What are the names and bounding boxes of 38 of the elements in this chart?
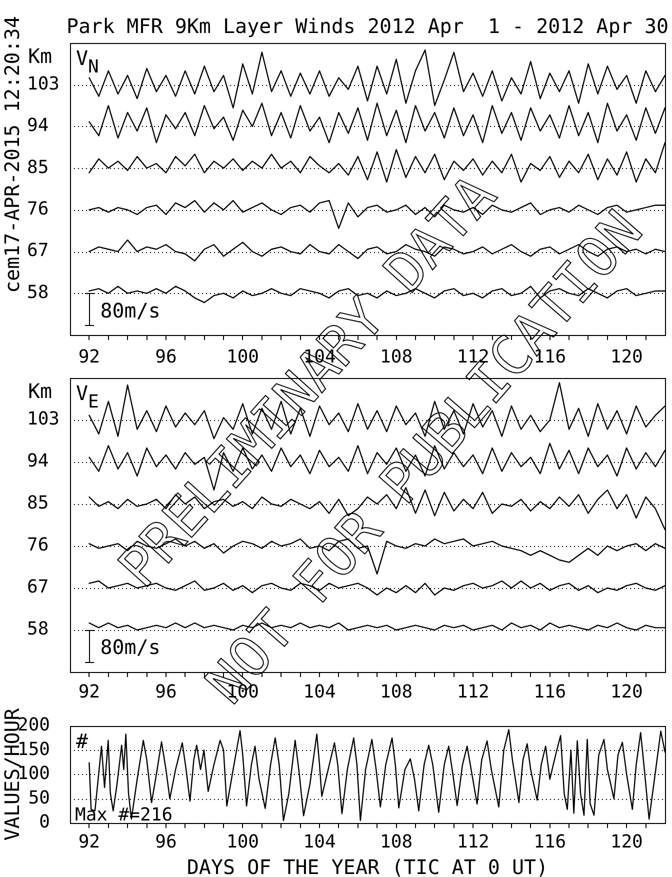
x-tick-label: 96 — [155, 831, 177, 852]
y-tick-label: 67 — [27, 576, 49, 598]
y-tick-label: 76 — [27, 534, 49, 556]
x-tick-label: 120 — [610, 831, 643, 852]
y-tick-label: 67 — [27, 240, 49, 262]
y-tick-label: 94 — [27, 115, 49, 136]
x-tick-label: 112 — [456, 681, 490, 702]
x-tick-label: 96 — [155, 681, 177, 702]
y-tick-label: 58 — [27, 618, 49, 640]
y-tick-label: 58 — [27, 282, 49, 303]
y-tick-label: 94 — [27, 450, 49, 472]
x-tick-label: 108 — [380, 681, 413, 702]
x-tick-label: 116 — [534, 681, 566, 702]
x-axis-title: DAYS OF THE YEAR (TIC AT 0 UT) — [186, 855, 548, 877]
text: cem17-APR-2015 12:20:34 — [0, 16, 24, 293]
annotation: # — [76, 729, 88, 754]
annotation: 80m/s — [100, 635, 160, 660]
x-tick-label: 100 — [226, 831, 259, 852]
x-tick-label: 92 — [78, 831, 100, 852]
y-tick-label: 0 — [39, 812, 50, 833]
x-tick-label: 92 — [78, 681, 100, 702]
x-tick-label: 120 — [610, 681, 643, 702]
x-tick-label: 112 — [456, 831, 490, 852]
y-axis-title: Km — [28, 44, 52, 68]
x-tick-label: 108 — [380, 831, 413, 852]
y-tick-label: 50 — [28, 787, 50, 808]
y-tick-label: 103 — [27, 73, 60, 94]
x-tick-label: 92 — [78, 346, 100, 368]
y-axis-title: Km — [28, 379, 52, 404]
y-tick-label: 85 — [27, 156, 49, 178]
x-tick-label: 104 — [303, 681, 336, 702]
x-tick-label: 116 — [534, 831, 566, 852]
annotation: Max #=216 — [75, 804, 173, 826]
y-tick-label: 76 — [27, 198, 49, 220]
y-tick-label: 103 — [27, 408, 60, 430]
x-tick-label: 104 — [303, 831, 336, 852]
chart-title: Park MFR 9Km Layer Winds 2012 Apr 1 - 2012 Apr 30 — [66, 14, 669, 38]
y-tick-label: 85 — [27, 492, 49, 514]
